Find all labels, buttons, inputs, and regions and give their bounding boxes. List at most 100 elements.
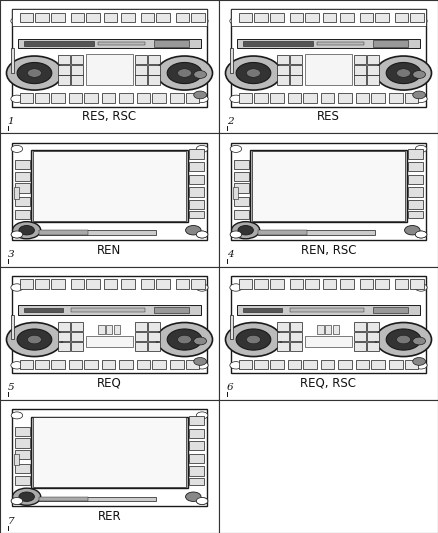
Bar (20, 93, 33, 103)
Bar (104, 279, 117, 288)
Bar (237, 38, 420, 48)
Bar (15, 197, 30, 206)
Bar (137, 360, 150, 369)
Bar (71, 65, 83, 75)
Circle shape (194, 91, 207, 99)
Circle shape (19, 225, 35, 235)
Text: RES, RSC: RES, RSC (82, 110, 137, 123)
Bar (305, 13, 319, 22)
Bar (24, 42, 94, 46)
Bar (148, 55, 160, 64)
Bar (234, 197, 249, 206)
Circle shape (375, 56, 431, 90)
Bar (233, 187, 238, 199)
Bar (395, 13, 408, 22)
Bar (288, 93, 301, 103)
Bar (35, 13, 49, 22)
Circle shape (13, 222, 41, 239)
Bar (333, 325, 339, 334)
Circle shape (415, 231, 427, 238)
Bar (354, 76, 366, 85)
Circle shape (11, 412, 23, 419)
Bar (239, 93, 252, 103)
Bar (148, 321, 160, 331)
Bar (51, 360, 65, 369)
Bar (84, 360, 98, 369)
Circle shape (28, 69, 42, 77)
Bar (191, 13, 205, 22)
Bar (410, 279, 424, 288)
Bar (106, 325, 112, 334)
Bar (408, 149, 423, 159)
Circle shape (177, 69, 191, 77)
Circle shape (186, 225, 201, 235)
Circle shape (11, 361, 23, 369)
Circle shape (413, 337, 426, 345)
Bar (258, 230, 307, 235)
Bar (186, 360, 199, 369)
Bar (354, 321, 366, 331)
Bar (58, 321, 70, 331)
Text: 4: 4 (227, 250, 233, 259)
Text: REQ: REQ (97, 377, 122, 390)
Bar (98, 42, 145, 45)
Bar (405, 93, 418, 103)
Bar (51, 279, 65, 288)
Circle shape (7, 322, 63, 357)
Bar (340, 13, 354, 22)
Circle shape (375, 322, 431, 357)
Bar (237, 305, 420, 314)
Bar (258, 230, 375, 235)
Bar (231, 143, 426, 240)
Bar (303, 360, 317, 369)
Bar (86, 54, 133, 85)
Bar (340, 279, 354, 288)
Bar (135, 76, 147, 85)
Circle shape (415, 231, 427, 238)
Bar (231, 276, 426, 373)
Circle shape (186, 492, 201, 502)
Bar (135, 55, 147, 64)
Bar (154, 41, 189, 47)
Bar (86, 279, 100, 288)
Bar (234, 209, 249, 219)
Bar (290, 309, 364, 312)
Circle shape (386, 329, 421, 350)
Circle shape (7, 56, 63, 90)
Circle shape (156, 322, 212, 357)
Bar (141, 279, 154, 288)
Bar (356, 93, 369, 103)
Circle shape (230, 231, 242, 238)
Bar (189, 162, 204, 171)
Bar (239, 360, 252, 369)
Bar (12, 409, 207, 506)
Bar (170, 360, 184, 369)
Circle shape (236, 329, 271, 350)
Text: REN, RSC: REN, RSC (301, 244, 356, 256)
Bar (189, 416, 204, 425)
Bar (15, 209, 30, 219)
Bar (12, 9, 207, 107)
Bar (15, 438, 30, 448)
Circle shape (232, 222, 260, 239)
Circle shape (396, 69, 410, 77)
Bar (277, 55, 289, 64)
Bar (305, 54, 352, 85)
Bar (51, 13, 65, 22)
Bar (69, 360, 82, 369)
Bar (354, 342, 366, 351)
Text: 1: 1 (8, 117, 14, 126)
Bar (156, 279, 170, 288)
Circle shape (13, 488, 41, 505)
Bar (371, 93, 385, 103)
Bar (189, 175, 204, 184)
Bar (58, 332, 70, 341)
Bar (39, 497, 88, 502)
Bar (71, 321, 83, 331)
Circle shape (17, 62, 52, 84)
Bar (176, 13, 189, 22)
Bar (375, 279, 389, 288)
Circle shape (226, 56, 282, 90)
Bar (408, 175, 423, 184)
Bar (367, 342, 379, 351)
